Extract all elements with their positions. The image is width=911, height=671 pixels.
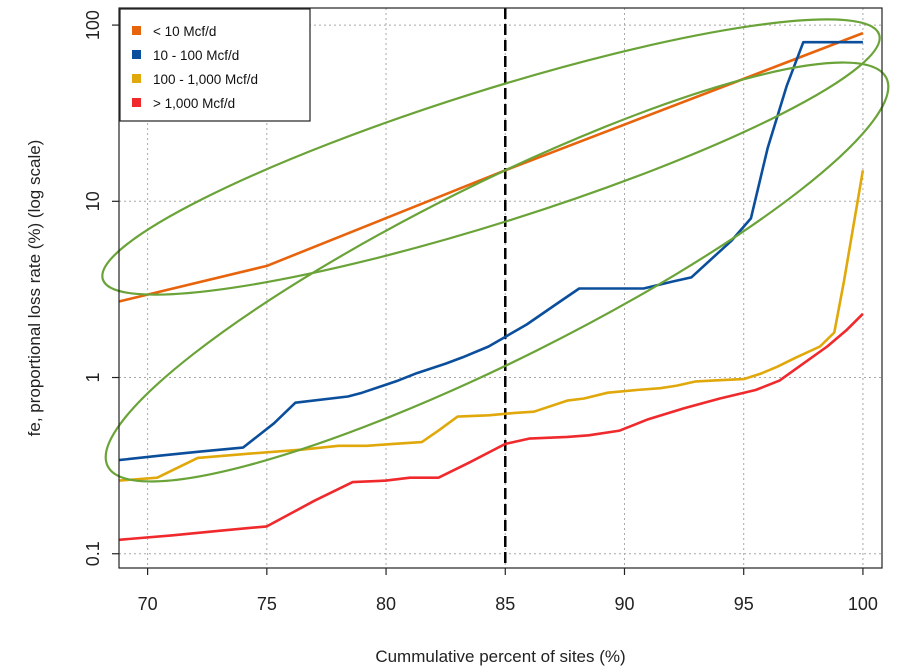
legend-label: 100 - 1,000 Mcf/d (153, 72, 258, 87)
x-tick-label: 90 (614, 594, 634, 614)
x-tick-label: 75 (257, 594, 277, 614)
x-tick-label: 70 (138, 594, 158, 614)
x-tick-label: 80 (376, 594, 396, 614)
series-line-4 (118, 312, 864, 542)
x-axis-title: Cummulative percent of sites (%) (375, 647, 625, 666)
x-axis: 70 75 80 85 90 95 100 (138, 568, 878, 614)
legend: < 10 Mcf/d 10 - 100 Mcf/d 100 - 1,000 Mcf/… (119, 8, 311, 122)
legend-swatch (132, 26, 141, 35)
x-tick-label: 100 (848, 594, 878, 614)
y-axis-title: fe, proportional loss rate (%) (log scal… (25, 140, 44, 437)
y-axis: 0.1 1 10 100 (83, 10, 119, 566)
legend-swatch (132, 98, 141, 107)
y-tick-label: 100 (83, 10, 103, 40)
legend-label: > 1,000 Mcf/d (153, 96, 235, 111)
highlight-ellipse-2 (104, 61, 890, 483)
x-tick-label: 85 (495, 594, 515, 614)
y-tick-label: 0.1 (83, 541, 103, 566)
plot-frame (118, 7, 883, 569)
legend-label: < 10 Mcf/d (153, 24, 216, 39)
highlight-ellipses (101, 18, 890, 483)
series-line-3 (118, 170, 865, 482)
y-tick-label: 10 (83, 191, 103, 211)
legend-swatch (132, 50, 141, 59)
x-tick-label: 95 (734, 594, 754, 614)
y-tick-label: 1 (83, 373, 103, 383)
legend-label: 10 - 100 Mcf/d (153, 48, 239, 63)
highlight-ellipse-1 (101, 18, 881, 296)
legend-swatch (132, 74, 141, 83)
legend-box (119, 8, 311, 122)
series-line-1 (118, 31, 864, 303)
